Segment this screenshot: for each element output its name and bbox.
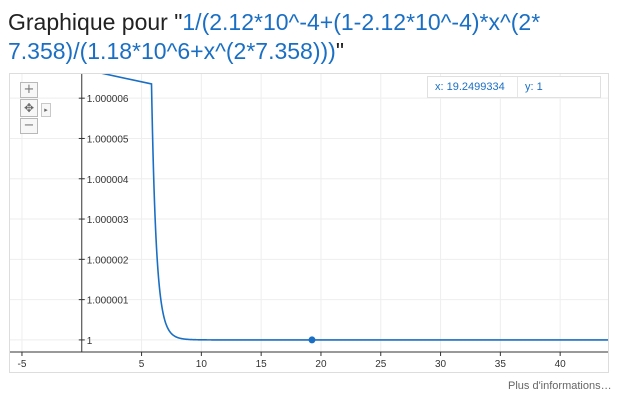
pan-icon: ✥ — [23, 101, 35, 115]
readout-divider — [517, 77, 518, 97]
y-tick-label: 1 — [87, 336, 93, 347]
readout-y: y: 1 — [525, 81, 543, 93]
readout-x: x: 19.2499334 — [435, 81, 505, 93]
coordinate-readout: x: 19.2499334 y: 1 — [427, 76, 601, 98]
function-plot[interactable]: -5 5 10 15 20 25 30 35 40 1 1.000001 1.000002 1.0000… — [10, 74, 608, 372]
x-tick-label: 10 — [196, 359, 208, 370]
y-tick-label: 1.000006 — [87, 94, 129, 105]
x-tick-label: 35 — [495, 359, 507, 370]
x-tick-label: 40 — [555, 359, 567, 370]
title-suffix: " — [335, 38, 344, 64]
graph-title: Graphique pour "1/(2.12*10^-4+(1-2.12*10… — [8, 8, 608, 66]
formula-line-2: 7.358)/(1.18*10^6+x^(2*7.358))) — [8, 38, 336, 64]
formula-link[interactable]: 1/(2.12*10^-4+(1-2.12*10^-4)*x^(2* 7.358)… — [8, 9, 540, 64]
formula-line-1: 1/(2.12*10^-4+(1-2.12*10^-4)*x^(2* — [182, 9, 541, 35]
pan-button[interactable]: ✥ ▸ — [20, 99, 51, 117]
graph-canvas[interactable]: -5 5 10 15 20 25 30 35 40 1 1.000001 1.000002 1.0000… — [9, 73, 609, 373]
x-tick-label: 15 — [256, 359, 268, 370]
y-tick-label: 1.000004 — [87, 175, 129, 186]
x-tick-label: 5 — [139, 359, 145, 370]
y-tick-label: 1.000005 — [87, 134, 129, 145]
function-curve — [101, 74, 608, 341]
y-tick-label: 1.000003 — [87, 215, 129, 226]
y-tick-label: 1.000002 — [87, 255, 129, 266]
zoom-controls: + ✥ ▸ − — [20, 82, 51, 135]
x-tick-label: 25 — [375, 359, 387, 370]
x-tick-label: -5 — [18, 359, 27, 370]
zoom-in-button[interactable]: + — [20, 82, 38, 98]
y-tick-label: 1.000001 — [87, 296, 129, 307]
curve-marker-point — [308, 336, 316, 344]
x-tick-label: 20 — [315, 359, 327, 370]
zoom-out-button[interactable]: − — [20, 118, 38, 134]
title-prefix: Graphique pour " — [8, 9, 183, 35]
more-info-link[interactable]: Plus d'informations… — [508, 380, 612, 392]
pan-arrow-icon[interactable]: ▸ — [41, 103, 51, 117]
x-tick-label: 30 — [435, 359, 447, 370]
